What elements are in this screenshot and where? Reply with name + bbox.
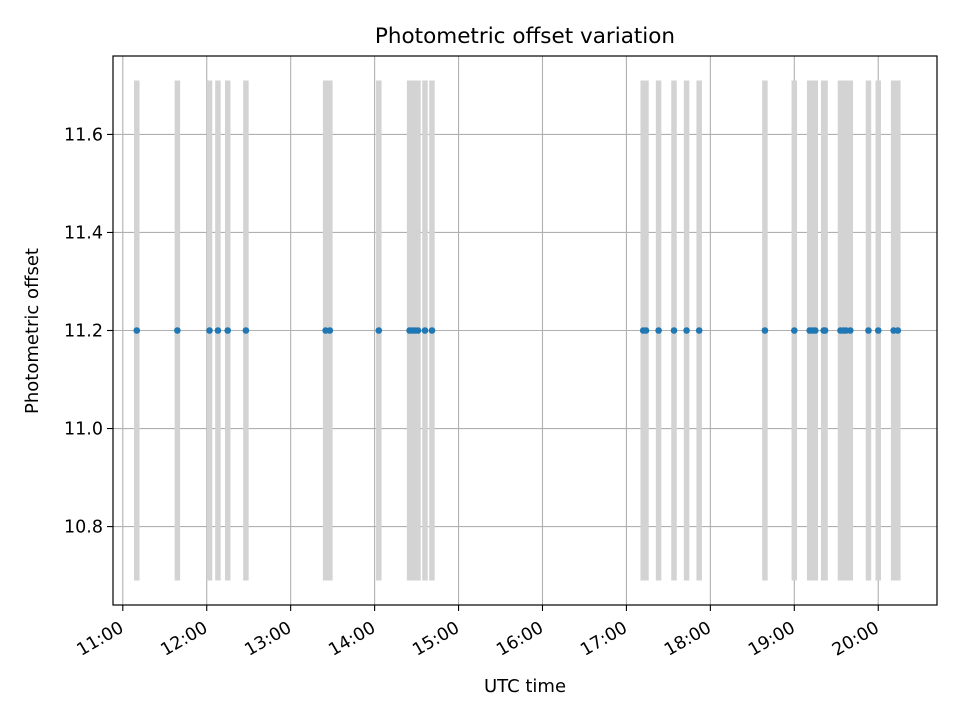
data-point [428, 327, 436, 334]
data-point [811, 327, 819, 334]
y-tick-label: 11.2 [64, 322, 103, 342]
data-point [683, 327, 690, 334]
data-point [846, 327, 854, 334]
data-point [874, 327, 882, 334]
y-tick-label: 11.0 [64, 420, 103, 440]
data-point [174, 327, 181, 334]
y-tick-label: 11.6 [64, 125, 103, 145]
y-tick-label: 10.8 [64, 518, 103, 538]
y-axis: 10.8 11.0 11.2 11.4 11.6 [64, 125, 113, 538]
data-point [655, 327, 662, 334]
data-point [133, 327, 141, 334]
y-tick-label: 11.4 [64, 223, 103, 243]
data-point [894, 327, 902, 334]
data-point [421, 327, 429, 334]
data-point [224, 327, 232, 334]
data-point [670, 327, 678, 334]
data-point [214, 327, 222, 334]
data-point [821, 327, 829, 334]
data-point [242, 327, 250, 334]
chart-title: Photometric offset variation [375, 24, 675, 49]
data-point [642, 327, 650, 334]
x-axis-label: UTC time [484, 676, 566, 697]
data-point [865, 327, 872, 334]
data-point [761, 327, 769, 334]
data-point [326, 327, 334, 334]
data-points [133, 327, 902, 334]
data-point [206, 327, 213, 334]
data-point [791, 327, 798, 334]
data-point [375, 327, 383, 334]
data-point [695, 327, 703, 334]
data-point [414, 327, 422, 334]
y-axis-label: Photometric offset [22, 248, 43, 414]
